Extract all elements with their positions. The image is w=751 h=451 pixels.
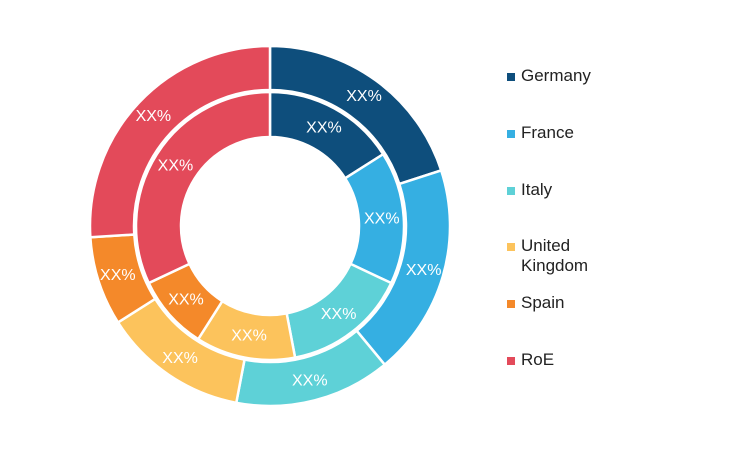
legend-item-roe: RoE [507,350,631,370]
legend-swatch-united-kingdom [507,243,515,251]
inner-label-germany: XX% [306,119,342,136]
legend-label-roe: RoE [521,350,555,369]
legend-label-united-kingdom: United Kingdom [521,236,589,275]
legend-swatch-italy [507,187,515,195]
outer-label-italy: XX% [292,372,328,389]
outer-label-france: XX% [406,262,442,279]
legend-label-france: France [521,123,574,142]
outer-label-united-kingdom: XX% [162,350,198,367]
inner-label-united-kingdom: XX% [231,328,267,345]
inner-slice-roe [134,90,272,285]
inner-label-italy: XX% [321,306,357,323]
legend-item-italy: Italy [507,180,631,200]
inner-label-spain: XX% [168,292,204,309]
outer-label-germany: XX% [346,88,382,105]
legend-item-france: France [507,123,631,143]
legend-swatch-france [507,130,515,138]
legend-swatch-germany [507,73,515,81]
outer-label-roe: XX% [136,108,172,125]
legend-item-germany: Germany [507,66,631,86]
legend-item-united-kingdom: United Kingdom [507,236,631,276]
legend-label-spain: Spain [521,293,565,312]
legend-swatch-spain [507,300,515,308]
legend-label-germany: Germany [521,66,591,85]
legend-item-spain: Spain [507,293,631,313]
legend-swatch-roe [507,357,515,365]
outer-slice-roe [88,44,272,239]
inner-label-roe: XX% [158,157,194,174]
legend-label-italy: Italy [521,180,553,199]
inner-label-france: XX% [364,210,400,227]
outer-label-spain: XX% [100,267,136,284]
